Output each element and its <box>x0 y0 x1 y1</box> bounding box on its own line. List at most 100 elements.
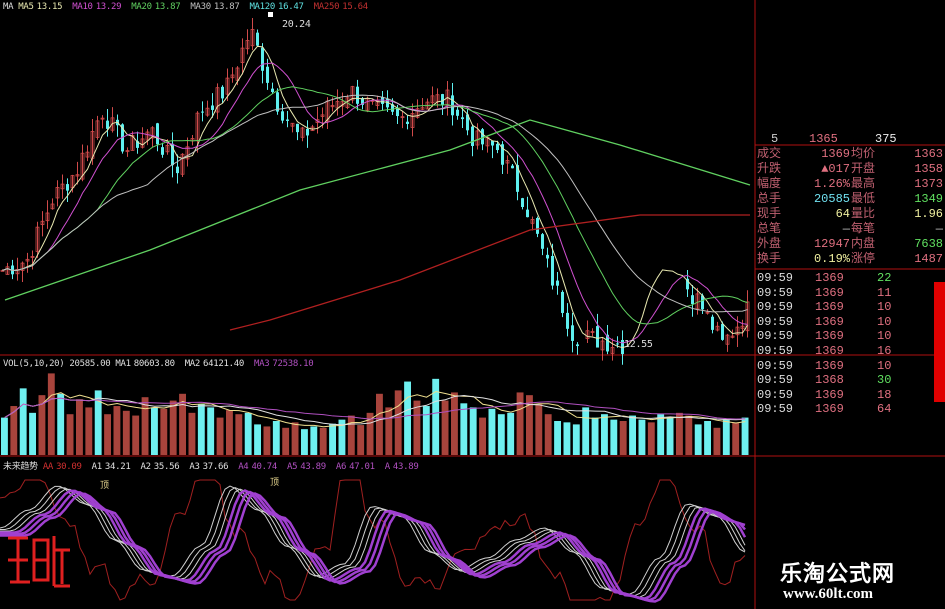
candle-body <box>150 127 155 139</box>
candle-body <box>415 108 420 118</box>
volume-bar <box>10 406 18 455</box>
indicator-aa-line <box>0 479 746 601</box>
candle-body <box>11 265 14 275</box>
tick-vol: 22 <box>877 271 892 285</box>
candle-body <box>80 152 85 180</box>
quote-top-row: 5 1365 375 <box>755 132 945 147</box>
candle-body <box>66 184 69 191</box>
volume-bar <box>432 378 440 455</box>
tick-vol: 18 <box>877 387 892 402</box>
volume-bar <box>376 393 383 455</box>
candle-body <box>106 120 109 129</box>
candle-body <box>715 325 720 331</box>
quote-value: 1358 <box>914 162 943 176</box>
indicator-legend: 未来趋势 AA 30.09 A1 34.21 A2 35.56 A3 37.66 A4 40.74 A… <box>3 459 433 472</box>
candle-body <box>711 316 714 330</box>
candle-body <box>156 123 159 145</box>
quote-row: 成交 1369 均价 1363 <box>755 147 945 162</box>
legend-name: A4 <box>238 462 249 472</box>
candle-body <box>621 340 624 355</box>
quote-label: 成交 <box>757 147 782 161</box>
candle-body <box>381 96 384 104</box>
tick-price: 1369 <box>815 402 844 417</box>
candle-body <box>125 150 130 153</box>
quote-value: 1369 <box>821 147 850 161</box>
legend-value: 30.09 <box>56 462 82 472</box>
volume-bar <box>310 426 318 455</box>
volume-bar <box>385 407 393 455</box>
tick-vol: 10 <box>877 329 892 344</box>
volume_legend-item: MA1 80603.80 <box>115 359 179 369</box>
candle-body <box>290 122 295 127</box>
candle-body <box>100 117 105 120</box>
tick-time: 09:59 <box>757 300 794 315</box>
volume-bar <box>619 421 627 455</box>
legend-value: 43.89 <box>392 462 419 472</box>
candle-body <box>386 98 389 108</box>
quote-label: 每笔 <box>851 222 876 236</box>
volume-bar <box>244 412 252 455</box>
quote-label: 最低 <box>851 192 876 206</box>
volume-bar <box>1 417 8 455</box>
volume-bar <box>544 414 552 455</box>
legend-value: 15.64 <box>342 2 368 12</box>
candle-body <box>256 32 259 46</box>
candle-body <box>85 151 90 158</box>
candle-body <box>276 92 279 112</box>
candle-body <box>215 87 220 113</box>
candle-body <box>745 301 750 332</box>
legend-name: MA5 <box>18 2 34 12</box>
volume-bar <box>94 390 102 455</box>
price_legend-item: MA250 15.64 <box>314 2 373 12</box>
candle-body <box>140 138 145 148</box>
candle-body <box>361 98 364 105</box>
candle-body <box>45 212 50 222</box>
candle-body <box>201 111 204 113</box>
candle-body <box>180 153 185 175</box>
volume-bar <box>347 415 355 455</box>
volume-bar <box>460 403 468 455</box>
volume-bar <box>179 393 186 455</box>
candle-body <box>35 226 40 252</box>
legend-value: 13.15 <box>36 2 63 12</box>
price_legend-item: MA20 13.87 <box>131 2 185 12</box>
indicator-label: 未来趋势 <box>3 462 38 472</box>
candle-body <box>546 254 549 259</box>
tick-vol: 10 <box>877 300 892 315</box>
volume-bar <box>488 408 496 455</box>
ma250-line <box>229 214 750 331</box>
volume-bar <box>526 395 533 455</box>
legend-name: A5 <box>287 462 298 472</box>
volume-bar <box>666 417 674 455</box>
tick-time: 09:59 <box>757 314 794 329</box>
candle-body <box>261 47 264 71</box>
candle-body <box>441 94 444 105</box>
candle-body <box>491 140 494 146</box>
candle-body <box>406 121 409 124</box>
legend-name: MA30 <box>190 2 211 12</box>
quote-value: 1.96 <box>914 207 943 221</box>
candle-body <box>571 325 574 341</box>
volume-bar <box>263 426 271 455</box>
ma-label: MA <box>3 2 14 12</box>
candle-body <box>165 145 170 153</box>
candle-body <box>306 128 309 136</box>
legend-value: 34.21 <box>104 462 131 472</box>
quote-value: 12947 <box>813 237 850 251</box>
legend-value: 37.66 <box>202 462 229 472</box>
legend-value: 13.87 <box>154 2 181 12</box>
quote-label: 换手 <box>757 252 782 266</box>
volume-bar <box>76 399 83 455</box>
tick-time: 09:59 <box>757 402 794 417</box>
tick-row: 09:59 1369 10 <box>755 300 945 315</box>
candle-body <box>50 203 55 210</box>
volume-bar <box>535 404 543 455</box>
tick-price: 1369 <box>815 329 844 344</box>
quote-value: 1.26% <box>813 177 850 191</box>
volume-bar <box>516 392 524 455</box>
quote-value: 64 <box>835 207 850 221</box>
indicator_legend-item: A5 43.89 <box>287 462 331 472</box>
candle-body <box>400 116 405 119</box>
candle-body <box>561 291 564 313</box>
volume-ma-line <box>4 394 746 426</box>
